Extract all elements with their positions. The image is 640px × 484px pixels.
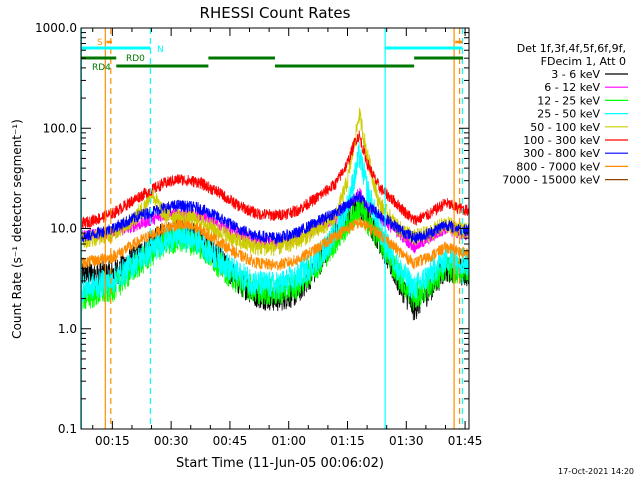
flag-bar-n-1 <box>81 46 151 50</box>
chart-title: RHESSI Count Rates <box>200 4 351 22</box>
axes: 0.1 1.0 10.0 100.0 1000.0 00:15 00:30 00:45 01:0… <box>35 21 482 448</box>
flag-label-n: N <box>157 45 164 55</box>
flag-bar-s-2 <box>455 40 463 44</box>
legend-label-300-800-kev: 300 - 800 keV <box>523 147 600 160</box>
x-tick-label: 00:30 <box>154 434 189 448</box>
plot-data <box>80 107 470 321</box>
legend-label-6-12-kev: 6 - 12 keV <box>544 81 600 94</box>
y-tick-label: 100.0 <box>43 121 77 135</box>
legend-label-7000-15000-kev: 7000 - 15000 keV <box>502 174 600 187</box>
flag-bar-n-2 <box>385 46 463 50</box>
y-tick-label: 1.0 <box>58 322 77 336</box>
legend-label-50-100-kev: 50 - 100 keV <box>530 121 600 134</box>
x-tick-label: 01:00 <box>271 434 306 448</box>
x-tick-label: 00:45 <box>213 434 248 448</box>
flag-label-rd4: RD4 <box>92 63 111 73</box>
y-axis-label: Count Rate (s⁻¹ detector segment⁻¹) <box>10 119 24 339</box>
footer-date: 17-Oct-2021 14:20 <box>558 467 634 476</box>
legend-label-3-6-kev: 3 - 6 keV <box>551 68 600 81</box>
x-axis-label: Start Time (11-Jun-05 00:06:02) <box>176 456 384 471</box>
series-line-50-100-kev <box>80 107 470 257</box>
flag-bar-rd0-2 <box>208 56 275 60</box>
series-line-300-800-kev <box>80 190 470 244</box>
flag-bar-rd0-1 <box>81 56 117 60</box>
x-tick-label: 00:15 <box>95 434 130 448</box>
x-tick-label: 01:15 <box>330 434 365 448</box>
flag-bars: S N RD0 RD4 <box>81 38 464 73</box>
flag-bar-rd4-1 <box>116 64 209 68</box>
legend-header-line-2: FDecim 1, Att 0 <box>541 55 626 68</box>
x-tick-label: 01:30 <box>389 434 424 448</box>
series-line-25-50-kev <box>80 141 470 303</box>
legend-label-25-50-kev: 25 - 50 keV <box>537 108 600 121</box>
legend-header-line-1: Det 1f,3f,4f,5f,6f,9f, <box>517 42 626 55</box>
legend-label-12-25-kev: 12 - 25 keV <box>537 94 600 107</box>
series-line-100-300-kev <box>80 130 470 231</box>
flag-bar-rd0-3 <box>414 56 464 60</box>
legend-label-100-300-kev: 100 - 300 keV <box>523 134 600 147</box>
y-tick-label: 1000.0 <box>35 21 77 35</box>
y-tick-label: 0.1 <box>58 422 77 436</box>
flag-bar-rd4-2 <box>275 64 415 68</box>
flag-label-rd0: RD0 <box>126 54 145 64</box>
legend-label-800-7000-kev: 800 - 7000 keV <box>516 160 600 173</box>
flag-bar-s-1 <box>106 40 112 44</box>
flag-label-s: S <box>97 38 103 48</box>
legend: Det 1f,3f,4f,5f,6f,9f, FDecim 1, Att 0 3… <box>502 42 628 187</box>
y-tick-label: 10.0 <box>50 222 77 236</box>
series-line-800-7000-kev <box>80 216 470 272</box>
x-tick-label: 01:45 <box>448 434 483 448</box>
